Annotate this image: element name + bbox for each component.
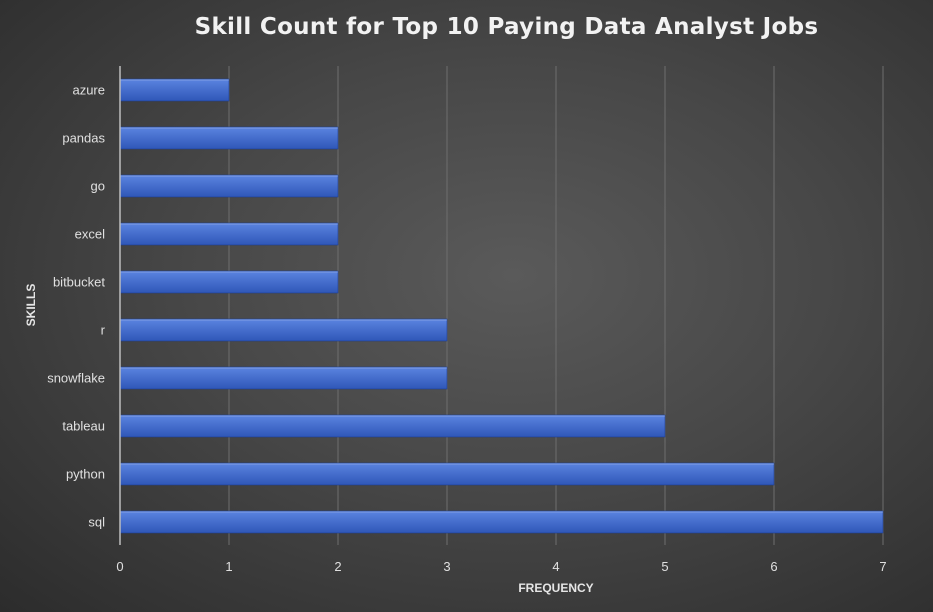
y-tick-label-tableau: tableau: [62, 419, 105, 434]
chart-title: Skill Count for Top 10 Paying Data Analy…: [194, 14, 819, 40]
y-tick-label-sql: sql: [88, 515, 105, 530]
bar-sql: [119, 510, 884, 534]
bar-pandas: [119, 126, 339, 150]
bar-tableau: [119, 414, 666, 438]
x-tick-label-3: 3: [443, 559, 450, 574]
x-tick-label-7: 7: [879, 559, 886, 574]
y-tick-label-python: python: [66, 467, 105, 482]
x-tick-label-1: 1: [225, 559, 232, 574]
y-tick-label-go: go: [91, 179, 105, 194]
bar-excel: [119, 222, 339, 246]
bar-azure: [119, 78, 230, 102]
y-tick-label-r: r: [101, 323, 106, 338]
x-tick-label-5: 5: [661, 559, 668, 574]
y-tick-label-snowflake: snowflake: [47, 371, 105, 386]
x-tick-label-0: 0: [116, 559, 123, 574]
bar-bitbucket: [119, 270, 339, 294]
y-tick-label-pandas: pandas: [62, 131, 105, 146]
x-axis-title: FREQUENCY: [518, 581, 593, 595]
y-tick-label-excel: excel: [75, 227, 105, 242]
x-tick-label-2: 2: [334, 559, 341, 574]
bar-r: [119, 318, 448, 342]
x-tick-label-6: 6: [770, 559, 777, 574]
x-tick-label-4: 4: [552, 559, 559, 574]
y-axis-title: SKILLS: [24, 284, 38, 327]
bar-snowflake: [119, 366, 448, 390]
y-tick-label-bitbucket: bitbucket: [53, 275, 105, 290]
bar-python: [119, 462, 775, 486]
y-tick-label-azure: azure: [72, 83, 105, 98]
bar-go: [119, 174, 339, 198]
